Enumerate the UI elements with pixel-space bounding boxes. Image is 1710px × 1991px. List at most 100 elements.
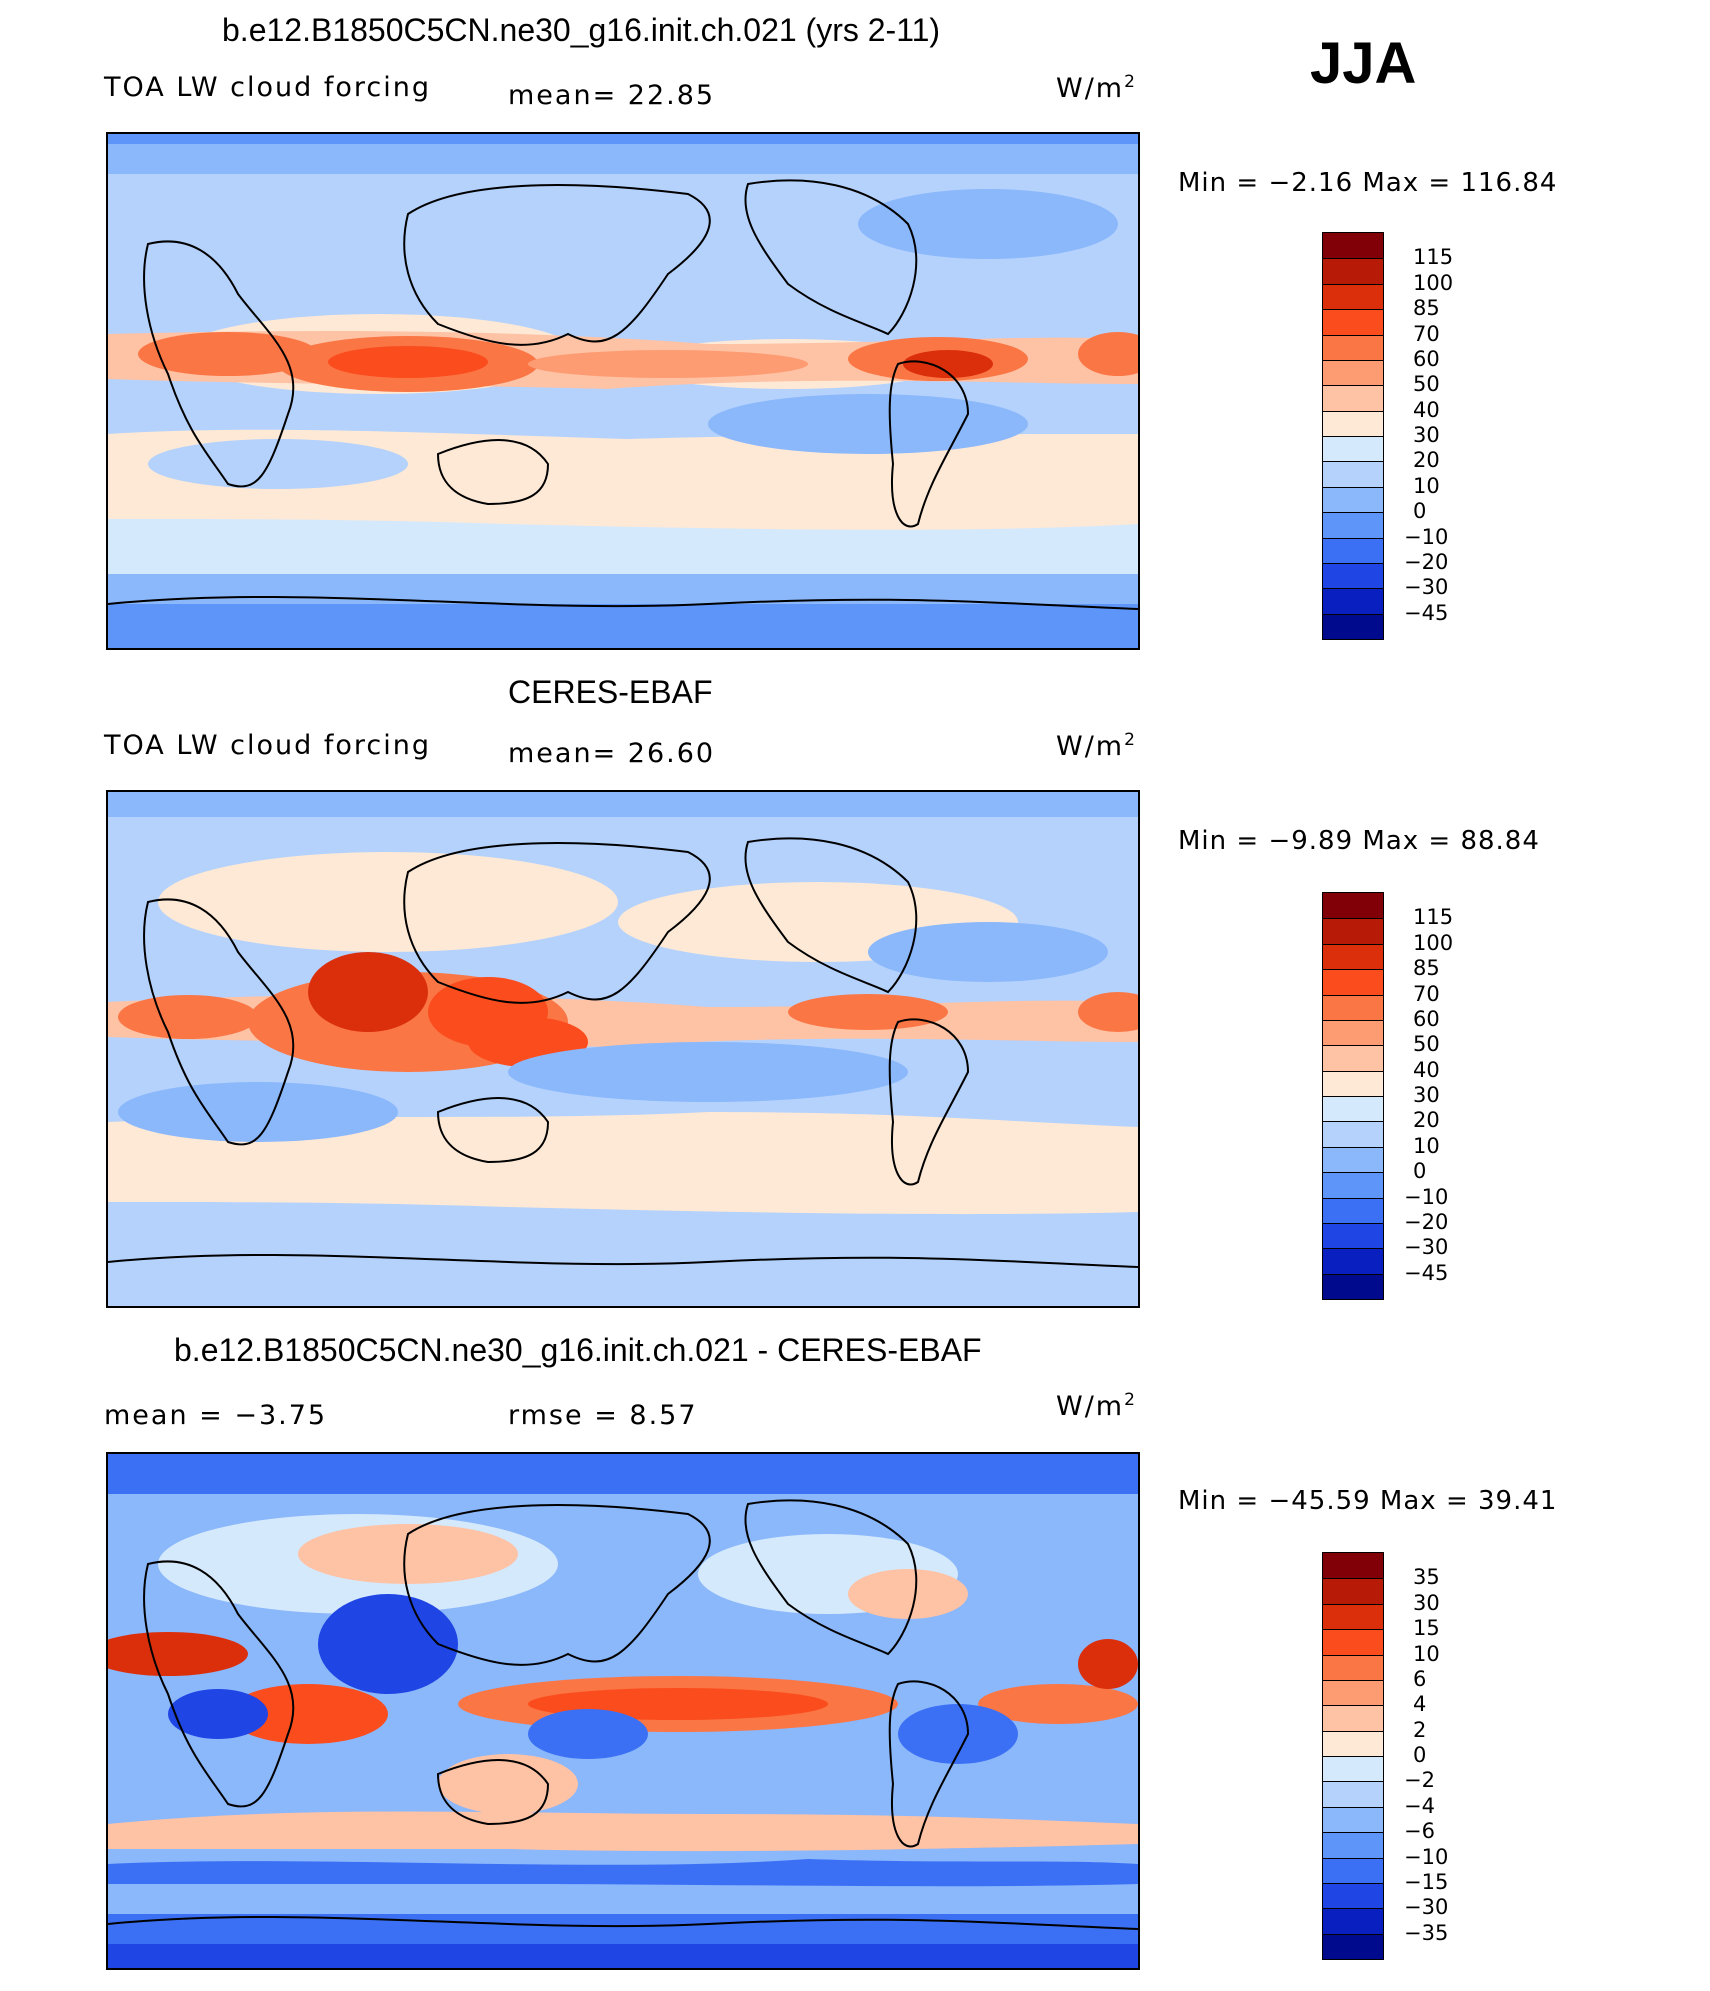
- panel-2-colorbar: [1322, 892, 1384, 1300]
- panel-3-colorbar-tick: 6: [1413, 1666, 1427, 1691]
- panel-1-colorbar-box: [1323, 283, 1383, 310]
- panel-3-colorbar-tick: 0: [1413, 1743, 1427, 1767]
- panel-3-colorbar-box: [1323, 1882, 1383, 1909]
- panel-3-colorbar-tick: −6: [1404, 1819, 1435, 1844]
- panel-2-colorbar-tick: 115: [1413, 905, 1454, 930]
- panel-3-units: W/m2: [1056, 1390, 1137, 1422]
- panel-1-colorbar-tick: 50: [1413, 372, 1440, 397]
- panel-1-minmax: Min = −2.16 Max = 116.84: [1178, 168, 1558, 198]
- panel-3-colorbar-box: [1323, 1679, 1383, 1706]
- season-label: JJA: [1310, 31, 1417, 96]
- panel-1-colorbar-box: [1323, 258, 1383, 284]
- panel-3-minmax: Min = −45.59 Max = 39.41: [1178, 1486, 1558, 1516]
- panel-2-title: CERES-EBAF: [508, 674, 713, 710]
- panel-1-colorbar-box: [1323, 613, 1383, 639]
- panel-3-colorbar-box: [1323, 1756, 1383, 1782]
- panel-1-units-exp: 2: [1124, 72, 1137, 92]
- panel-1-colorbar-tick: 40: [1413, 397, 1440, 422]
- panel-3-units-exp: 2: [1124, 1390, 1137, 1410]
- panel-1-colorbar-box: [1323, 588, 1383, 614]
- panel-2-minmax: Min = −9.89 Max = 88.84: [1178, 826, 1540, 856]
- panel-2-colorbar-tick: 20: [1413, 1108, 1440, 1133]
- panel-3-map-svg: [108, 1454, 1138, 1968]
- panel-1-colorbar-box: [1323, 309, 1383, 335]
- panel-1-colorbar-tick: 60: [1413, 346, 1440, 371]
- panel-3-colorbar-box: [1323, 1705, 1383, 1731]
- panel-1-colorbar: [1322, 232, 1384, 640]
- panel-1-colorbar-box: [1323, 359, 1383, 386]
- panel-3-map: [106, 1452, 1140, 1970]
- panel-2-colorbar-box: [1323, 1273, 1383, 1299]
- panel-2-colorbar-box: [1323, 1172, 1383, 1198]
- panel-2-units: W/m2: [1056, 730, 1137, 762]
- panel-1-title: b.e12.B1850C5CN.ne30_g16.init.ch.021 (yr…: [222, 12, 941, 48]
- panel-3-rmse-label: rmse = 8.57: [508, 1400, 698, 1431]
- panel-1-colorbar-tick: 100: [1413, 270, 1454, 295]
- panel-1-colorbar-box: [1323, 512, 1383, 538]
- panel-2-colorbar-box: [1323, 893, 1383, 919]
- panel-3-colorbar-box: [1323, 1603, 1383, 1630]
- panel-2-colorbar-tick: 85: [1413, 956, 1440, 981]
- panel-1-colorbar-box: [1323, 233, 1383, 259]
- panel-1-colorbar-tick: 70: [1413, 321, 1440, 346]
- panel-3-colorbar-box: [1323, 1908, 1383, 1934]
- panel-2-map: [106, 790, 1140, 1308]
- panel-1-variable-label: TOA LW cloud forcing: [104, 72, 431, 103]
- panel-3-colorbar-box: [1323, 1629, 1383, 1655]
- panel-1-colorbar-box: [1323, 537, 1383, 563]
- panel-2-colorbar-box: [1323, 1070, 1383, 1096]
- panel-3-colorbar-tick: 15: [1413, 1616, 1440, 1641]
- panel-1-colorbar-box: [1323, 436, 1383, 462]
- panel-2-colorbar-tick: −30: [1404, 1235, 1449, 1260]
- panel-3-colorbar-box: [1323, 1730, 1383, 1756]
- panel-1-colorbar-box: [1323, 562, 1383, 589]
- panel-1-units: W/m2: [1056, 72, 1137, 104]
- panel-1-colorbar-tick: 10: [1413, 473, 1440, 498]
- panel-1-colorbar-box: [1323, 461, 1383, 487]
- panel-1-colorbar-tick: −10: [1404, 524, 1449, 549]
- panel-2-colorbar-tick: 70: [1413, 981, 1440, 1006]
- panel-2-colorbar-box: [1323, 1222, 1383, 1249]
- panel-2-colorbar-tick: −45: [1404, 1260, 1449, 1285]
- panel-2-colorbar-tick: −10: [1404, 1184, 1449, 1209]
- panel-3-colorbar-box: [1323, 1578, 1383, 1604]
- panel-1-colorbar-tick: 85: [1413, 296, 1440, 321]
- panel-1-colorbar-tick: 115: [1413, 245, 1454, 270]
- panel-3-colorbar-tick: 30: [1413, 1590, 1440, 1615]
- panel-2-colorbar-tick: 40: [1413, 1057, 1440, 1082]
- panel-3-colorbar: [1322, 1552, 1384, 1960]
- panel-1-map-svg: [108, 134, 1138, 648]
- panel-2-colorbar-tick: −20: [1404, 1209, 1449, 1234]
- panel-1-colorbar-tick: −30: [1404, 575, 1449, 600]
- panel-1-colorbar-tick: −45: [1404, 600, 1449, 625]
- panel-1-mean-label: mean= 22.85: [508, 80, 716, 111]
- panel-3-colorbar-box: [1323, 1832, 1383, 1858]
- panel-2-colorbar-box: [1323, 943, 1383, 970]
- panel-3-colorbar-tick: −30: [1404, 1895, 1449, 1920]
- panel-1-units-base: W/m: [1056, 73, 1125, 104]
- panel-3-colorbar-tick: −35: [1404, 1920, 1449, 1945]
- panel-3-colorbar-box: [1323, 1654, 1383, 1680]
- panel-2-units-base: W/m: [1056, 731, 1125, 762]
- panel-1-colorbar-tick: 30: [1413, 423, 1440, 447]
- panel-3-colorbar-tick: 10: [1413, 1641, 1440, 1666]
- panel-3-colorbar-tick: −15: [1404, 1869, 1449, 1894]
- panel-2-colorbar-tick: 30: [1413, 1083, 1440, 1107]
- panel-1-colorbar-box: [1323, 334, 1383, 360]
- panel-2-colorbar-tick: 100: [1413, 930, 1454, 955]
- panel-2-colorbar-box: [1323, 1121, 1383, 1147]
- panel-1-colorbar-box: [1323, 410, 1383, 436]
- panel-1-map: [106, 132, 1140, 650]
- panel-3-colorbar-box: [1323, 1781, 1383, 1807]
- panel-2-colorbar-box: [1323, 1096, 1383, 1122]
- panel-2-colorbar-tick: 50: [1413, 1032, 1440, 1057]
- panel-1-colorbar-tick: −20: [1404, 549, 1449, 574]
- panel-2-colorbar-box: [1323, 1045, 1383, 1071]
- panel-3-colorbar-box: [1323, 1806, 1383, 1833]
- panel-2-colorbar-box: [1323, 918, 1383, 944]
- panel-3-colorbar-tick: −4: [1404, 1793, 1435, 1818]
- panel-1-colorbar-tick: 20: [1413, 448, 1440, 473]
- panel-2-map-svg: [108, 792, 1138, 1306]
- panel-3-colorbar-tick: 35: [1413, 1565, 1440, 1590]
- panel-3-mean-label: mean = −3.75: [104, 1400, 328, 1431]
